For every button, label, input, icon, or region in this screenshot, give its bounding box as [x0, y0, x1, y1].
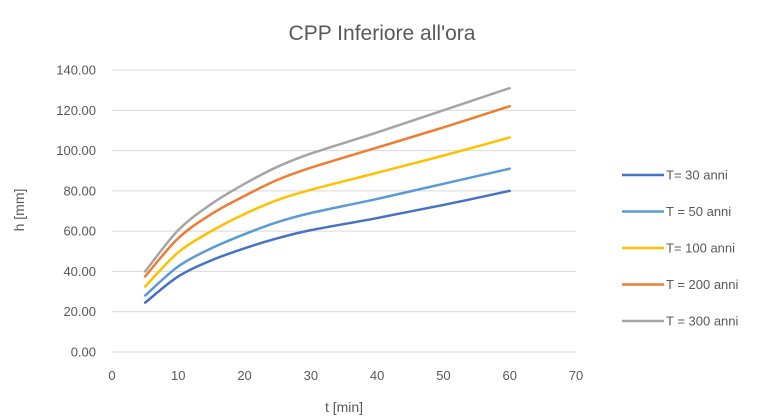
x-tick-label: 20: [237, 368, 251, 383]
y-tick-labels: 0.00 20.00 40.00 60.00 80.00 100.00 120.00 140.…: [56, 63, 96, 360]
x-tick-label: 0: [108, 368, 115, 383]
legend-entry: T= 30 anni: [666, 168, 728, 183]
y-tick-label: 40.00: [63, 264, 96, 279]
series-line: [143, 167, 511, 297]
legend-entry: T= 100 anni: [666, 241, 735, 256]
x-tick-label: 40: [370, 368, 384, 383]
y-tick-label: 100.00: [56, 143, 96, 158]
x-tick-label: 50: [436, 368, 450, 383]
x-tick-label: 30: [304, 368, 318, 383]
legend-entry: T = 200 anni: [666, 277, 739, 292]
series-lines: [143, 86, 511, 304]
series-line: [143, 189, 511, 304]
y-tick-label: 60.00: [63, 224, 96, 239]
y-tick-label: 140.00: [56, 63, 96, 78]
y-tick-label: 0.00: [71, 345, 96, 360]
series-line: [143, 86, 511, 273]
x-tick-label: 60: [502, 368, 516, 383]
legend: T= 30 anni T = 50 anni T= 100 anni T = 200 …: [622, 168, 739, 329]
y-tick-label: 120.00: [56, 103, 96, 118]
x-axis-label: t [min]: [325, 399, 363, 415]
chart-title: CPP Inferiore all'ora: [289, 22, 476, 45]
x-tick-label: 70: [569, 368, 583, 383]
legend-entry: T = 300 anni: [666, 314, 739, 329]
x-tick-label: 10: [171, 368, 185, 383]
y-axis-label: h [mm]: [11, 189, 27, 232]
series-line: [143, 136, 511, 288]
y-tick-label: 80.00: [63, 183, 96, 198]
legend-entry: T = 50 anni: [666, 204, 731, 219]
y-tick-label: 20.00: [63, 304, 96, 319]
x-tick-labels: 0 10 20 30 40 50 60 70: [108, 368, 583, 383]
series-line: [143, 105, 511, 278]
